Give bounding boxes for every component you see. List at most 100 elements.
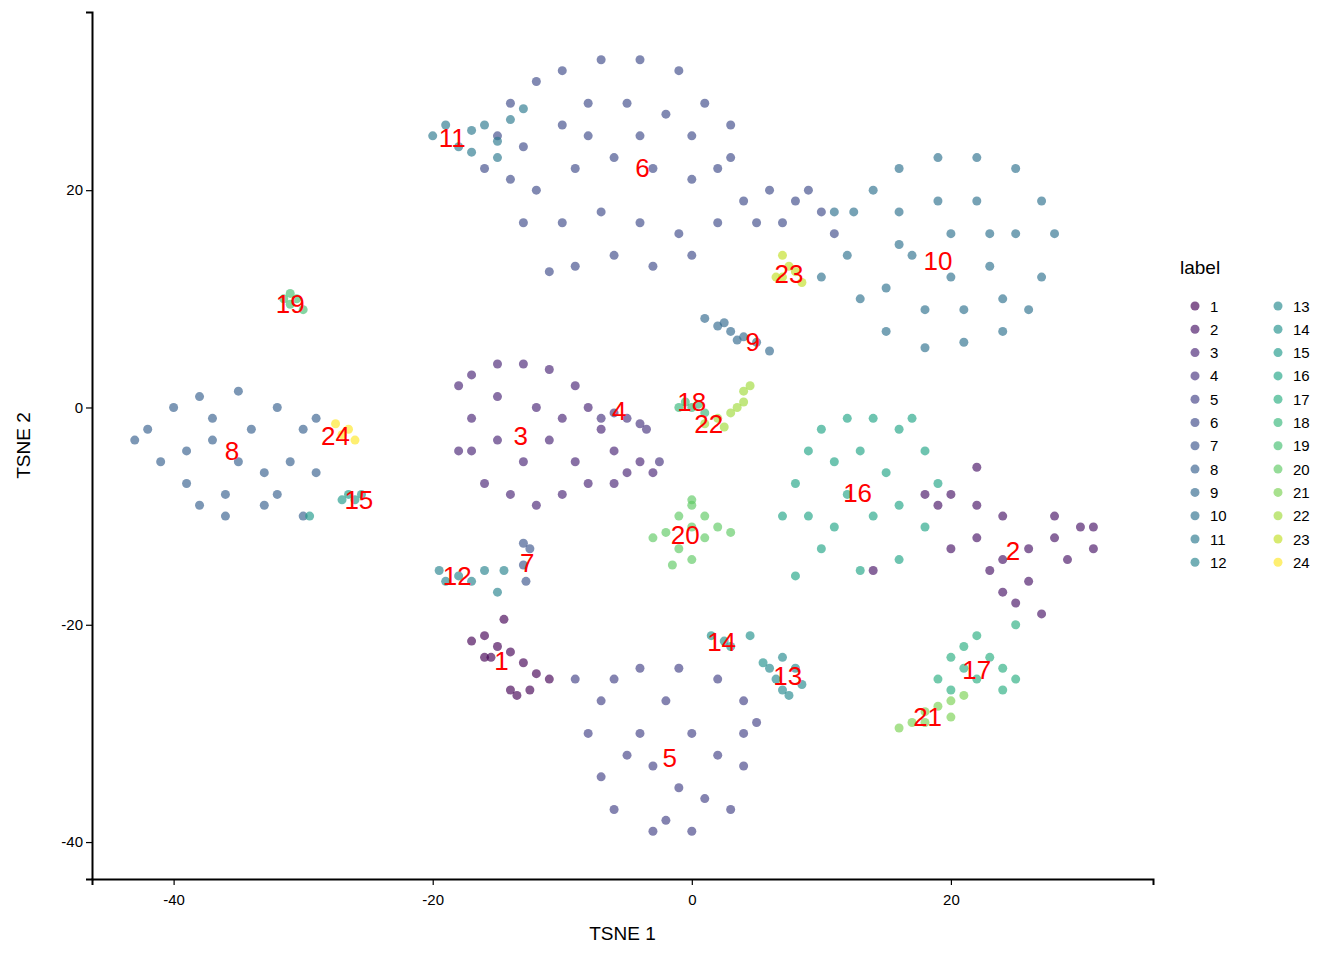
point <box>895 164 904 173</box>
point <box>843 251 852 260</box>
point <box>545 267 554 276</box>
tick-label: -20 <box>422 891 444 908</box>
tick-label: -20 <box>61 616 83 633</box>
tick-label: 0 <box>75 399 83 416</box>
legend-swatch <box>1191 511 1200 520</box>
point <box>648 762 657 771</box>
legend-swatch <box>1274 535 1283 544</box>
point <box>1011 620 1020 629</box>
point <box>933 675 942 684</box>
point <box>312 414 321 423</box>
legend-label: 7 <box>1210 437 1218 454</box>
tick-mark <box>951 879 952 885</box>
point <box>1024 577 1033 586</box>
point <box>687 555 696 564</box>
legend-swatch <box>1191 302 1200 311</box>
point <box>480 566 489 575</box>
point <box>817 207 826 216</box>
point <box>713 522 722 531</box>
point <box>512 691 521 700</box>
point <box>700 533 709 542</box>
point <box>784 691 793 700</box>
point <box>908 414 917 423</box>
legend-swatch <box>1191 488 1200 497</box>
point <box>998 294 1007 303</box>
cluster-label: 10 <box>923 246 952 276</box>
tick: -20 <box>61 616 92 633</box>
point <box>499 566 508 575</box>
point <box>260 468 269 477</box>
point <box>519 218 528 227</box>
tick-mark <box>86 407 92 408</box>
point <box>623 468 632 477</box>
legend: label12345678910111213141516171819202122… <box>1180 257 1310 571</box>
point <box>1037 197 1046 206</box>
cluster-label: 24 <box>321 421 350 451</box>
series <box>765 653 806 700</box>
point <box>532 501 541 510</box>
point <box>584 479 593 488</box>
point <box>286 457 295 466</box>
point <box>849 207 858 216</box>
point <box>234 387 243 396</box>
point <box>920 522 929 531</box>
point <box>506 175 515 184</box>
legend-swatch <box>1274 418 1283 427</box>
legend-label: 4 <box>1210 367 1218 384</box>
point <box>933 153 942 162</box>
point <box>558 414 567 423</box>
point <box>726 528 735 537</box>
tick: 20 <box>943 879 960 908</box>
point <box>597 414 606 423</box>
point <box>519 360 528 369</box>
point <box>597 55 606 64</box>
tick-mark <box>86 625 92 626</box>
point <box>946 544 955 553</box>
tick-mark <box>692 879 693 885</box>
point <box>908 251 917 260</box>
point <box>156 457 165 466</box>
legend-label: 3 <box>1210 344 1218 361</box>
legend-label: 8 <box>1210 461 1218 478</box>
point <box>1063 555 1072 564</box>
point <box>1011 164 1020 173</box>
point <box>739 197 748 206</box>
point <box>726 805 735 814</box>
point <box>480 653 489 662</box>
point <box>260 501 269 510</box>
point <box>830 457 839 466</box>
point <box>221 490 230 499</box>
point <box>480 164 489 173</box>
point <box>208 414 217 423</box>
point <box>506 99 515 108</box>
point <box>985 229 994 238</box>
point <box>713 218 722 227</box>
point <box>739 762 748 771</box>
point <box>558 66 567 75</box>
cluster-label: 4 <box>612 396 626 426</box>
point <box>584 729 593 738</box>
cluster-label: 14 <box>707 627 736 657</box>
tick: -40 <box>61 833 92 850</box>
point <box>519 658 528 667</box>
point <box>972 197 981 206</box>
point <box>635 55 644 64</box>
legend-label: 5 <box>1210 391 1218 408</box>
point <box>312 468 321 477</box>
x-axis-title: TSNE 1 <box>589 923 656 944</box>
point <box>674 664 683 673</box>
legend-label: 24 <box>1293 554 1310 571</box>
point <box>1089 522 1098 531</box>
point <box>778 218 787 227</box>
point <box>506 115 515 124</box>
legend-swatch <box>1274 395 1283 404</box>
point <box>195 501 204 510</box>
point <box>597 207 606 216</box>
point <box>856 294 865 303</box>
series <box>571 664 761 836</box>
series <box>130 387 320 521</box>
point <box>493 153 502 162</box>
point <box>804 186 813 195</box>
point <box>532 77 541 86</box>
point <box>1024 544 1033 553</box>
